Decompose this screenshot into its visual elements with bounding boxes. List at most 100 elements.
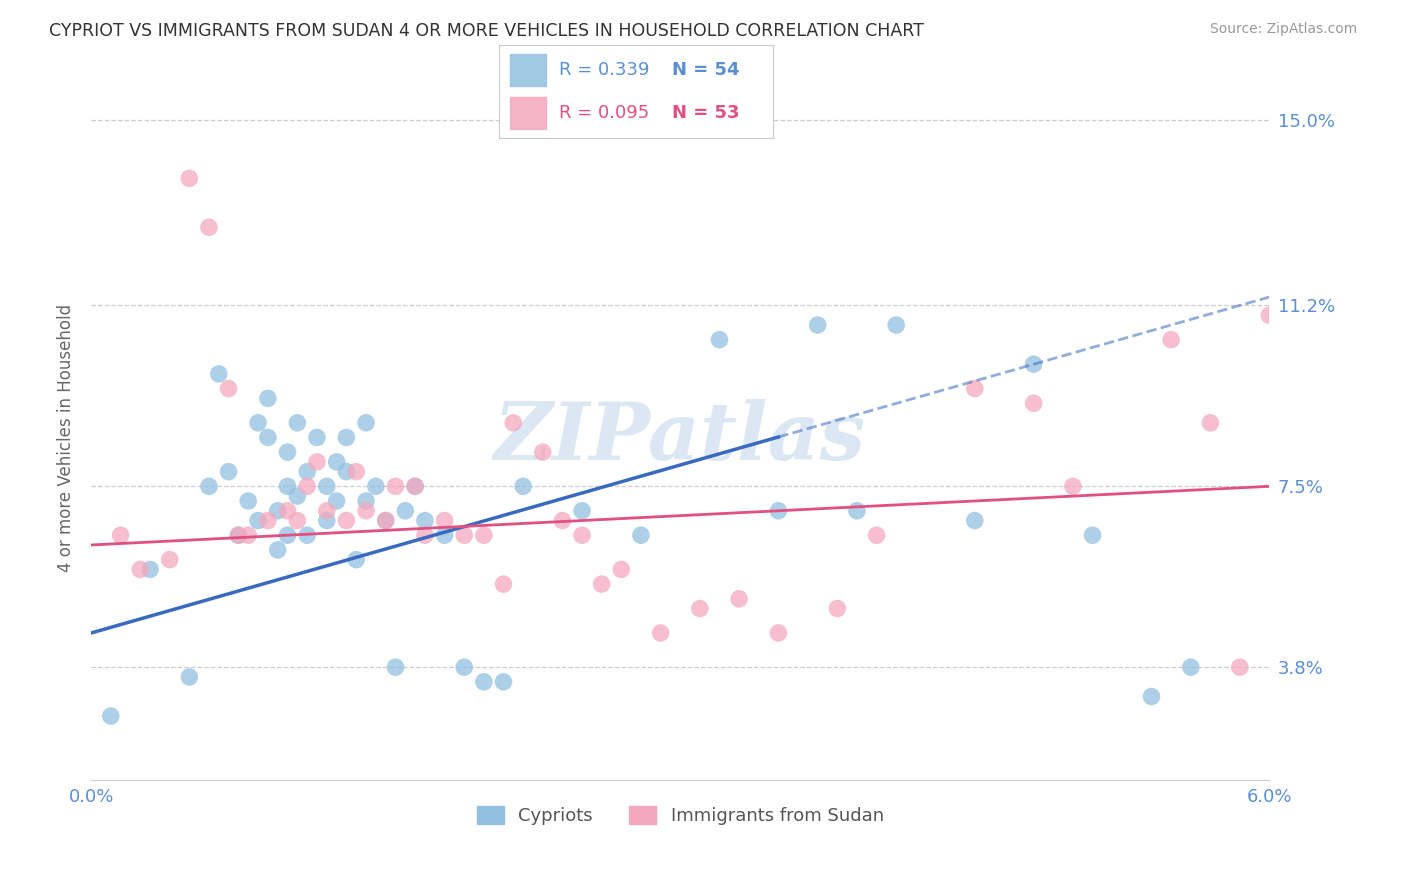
Bar (510, 54, 546, 86)
Point (1357, 674, 1379, 689)
Point (354, 504, 377, 518)
Point (276, 528, 298, 542)
Point (413, 514, 436, 528)
Point (413, 528, 436, 542)
Point (276, 504, 298, 518)
Point (384, 479, 406, 493)
Point (335, 430, 357, 444)
Point (100, 709, 122, 723)
Point (247, 514, 270, 528)
Point (218, 465, 240, 479)
Point (1199, 416, 1222, 430)
Text: CYPRIOT VS IMMIGRANTS FROM SUDAN 4 OR MORE VEHICLES IN HOUSEHOLD CORRELATION CHA: CYPRIOT VS IMMIGRANTS FROM SUDAN 4 OR MO… (49, 22, 924, 40)
Text: ZIPatlas: ZIPatlas (494, 399, 866, 476)
Point (238, 528, 260, 542)
Point (198, 220, 221, 235)
Point (218, 382, 240, 396)
Point (963, 514, 986, 528)
Point (129, 562, 152, 576)
Point (1081, 528, 1104, 542)
Point (768, 504, 790, 518)
Point (198, 479, 221, 493)
Y-axis label: 4 or more Vehicles in Household: 4 or more Vehicles in Household (58, 303, 75, 572)
Point (1229, 660, 1251, 674)
Point (1258, 308, 1281, 322)
Point (374, 514, 396, 528)
Point (1140, 690, 1163, 704)
Point (591, 577, 613, 591)
Point (1180, 660, 1202, 674)
Point (1022, 357, 1045, 371)
Point (374, 514, 396, 528)
Point (228, 528, 250, 542)
Point (335, 465, 357, 479)
Point (610, 562, 633, 576)
Point (502, 416, 524, 430)
Point (159, 552, 181, 566)
Point (208, 367, 231, 381)
Point (384, 660, 406, 674)
Point (963, 382, 986, 396)
Point (768, 626, 790, 640)
Point (433, 514, 456, 528)
Point (285, 416, 308, 430)
Point (1298, 416, 1320, 430)
Point (571, 504, 593, 518)
Point (472, 528, 495, 542)
Point (325, 455, 347, 469)
Point (179, 670, 201, 684)
Point (689, 601, 711, 615)
Point (354, 494, 377, 508)
Point (295, 479, 318, 493)
Point (267, 504, 290, 518)
Point (344, 552, 367, 566)
Point (571, 528, 593, 542)
Point (845, 504, 868, 518)
Point (551, 514, 574, 528)
Point (257, 430, 280, 444)
Text: N = 54: N = 54 (672, 61, 740, 78)
Point (1062, 479, 1084, 493)
Point (394, 504, 416, 518)
Point (139, 562, 162, 576)
Point (404, 479, 426, 493)
Point (492, 577, 515, 591)
Point (865, 528, 887, 542)
Point (325, 494, 347, 508)
Point (305, 430, 328, 444)
Point (884, 318, 907, 332)
Point (238, 494, 260, 508)
Point (630, 528, 652, 542)
Text: N = 53: N = 53 (672, 104, 740, 122)
Point (453, 528, 475, 542)
Point (257, 514, 280, 528)
Point (295, 465, 318, 479)
Point (472, 674, 495, 689)
Bar (510, 97, 546, 129)
Point (228, 528, 250, 542)
Point (110, 528, 132, 542)
Point (295, 528, 318, 542)
Point (709, 333, 731, 347)
Point (247, 416, 270, 430)
Point (807, 318, 830, 332)
Point (364, 479, 387, 493)
Point (315, 514, 337, 528)
Point (257, 392, 280, 406)
Legend: Cypriots, Immigrants from Sudan: Cypriots, Immigrants from Sudan (470, 798, 891, 832)
Point (305, 455, 328, 469)
Point (315, 504, 337, 518)
Point (335, 514, 357, 528)
Point (285, 489, 308, 503)
Point (827, 601, 849, 615)
Point (1160, 333, 1182, 347)
Point (354, 416, 377, 430)
Point (276, 445, 298, 459)
Point (492, 674, 515, 689)
Point (433, 528, 456, 542)
Text: R = 0.095: R = 0.095 (560, 104, 650, 122)
Point (404, 479, 426, 493)
Point (315, 479, 337, 493)
Point (267, 542, 290, 557)
Point (344, 465, 367, 479)
